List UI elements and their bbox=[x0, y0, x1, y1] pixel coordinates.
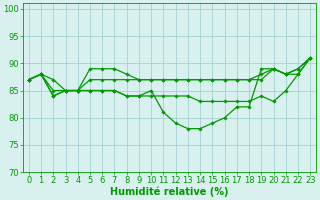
X-axis label: Humidité relative (%): Humidité relative (%) bbox=[110, 186, 229, 197]
